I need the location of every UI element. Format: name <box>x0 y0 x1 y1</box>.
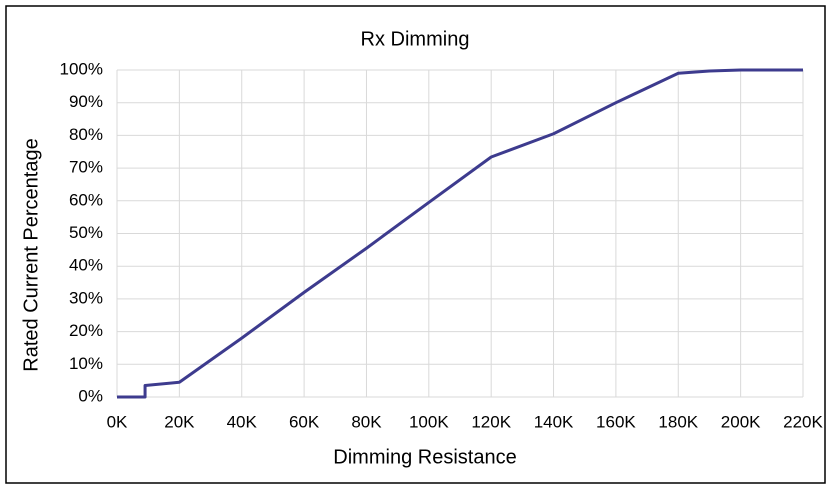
y-tick-label: 100% <box>60 59 103 78</box>
y-tick-label: 50% <box>69 223 103 242</box>
y-tick-label: 90% <box>69 92 103 111</box>
y-axis-label: Rated Current Percentage <box>20 138 42 371</box>
x-tick-label: 60K <box>289 412 320 431</box>
x-tick-label: 220K <box>783 412 823 431</box>
y-tick-label: 20% <box>69 321 103 340</box>
x-tick-label: 120K <box>471 412 511 431</box>
data-line <box>117 68 803 399</box>
chart-frame <box>5 5 826 484</box>
x-tick-label: 200K <box>721 412 761 431</box>
x-tick-label: 40K <box>227 412 258 431</box>
x-tick-label: 160K <box>596 412 636 431</box>
x-tick-label: 180K <box>658 412 698 431</box>
x-axis-label: Dimming Resistance <box>333 446 516 468</box>
x-tick-label: 0K <box>107 412 128 431</box>
y-tick-label: 30% <box>69 288 103 307</box>
y-tick-label: 60% <box>69 190 103 209</box>
y-tick-label: 80% <box>69 125 103 144</box>
x-tick-label: 20K <box>164 412 195 431</box>
y-tick-label: 10% <box>69 354 103 373</box>
x-tick-label: 100K <box>409 412 449 431</box>
chart-title: Rx Dimming <box>361 28 470 50</box>
x-tick-label: 80K <box>351 412 382 431</box>
x-tick-label: 140K <box>534 412 574 431</box>
y-tick-label: 70% <box>69 158 103 177</box>
y-tick-label: 40% <box>69 256 103 275</box>
y-tick-label: 0% <box>78 386 103 405</box>
